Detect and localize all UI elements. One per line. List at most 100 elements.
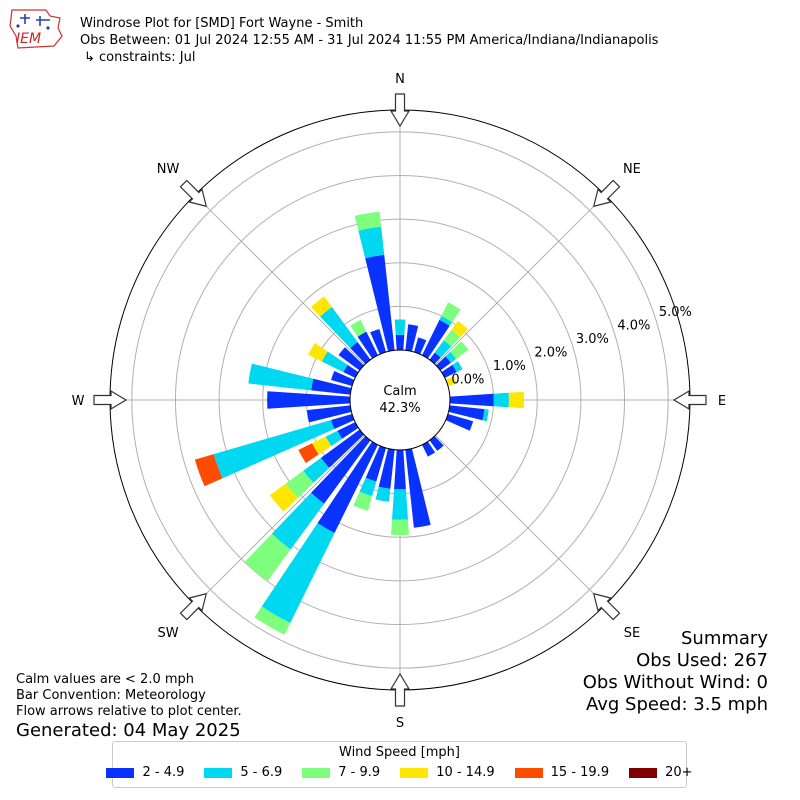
windrose-bar-dir-210-bin-0 bbox=[317, 441, 378, 533]
windrose-bar-dir-250-bin-1 bbox=[213, 420, 335, 479]
legend-swatch bbox=[400, 767, 429, 778]
logo-text: IEM bbox=[16, 31, 41, 47]
windrose-bar-dir-230-bin-3 bbox=[269, 483, 298, 512]
windrose-bar-dir-260-bin-0 bbox=[306, 405, 352, 423]
flow-arrow-nw bbox=[179, 179, 208, 208]
windrose-bar-dir-50-bin-2 bbox=[450, 341, 469, 359]
flow-arrows bbox=[93, 93, 707, 707]
legend-swatch bbox=[204, 767, 233, 778]
windrose-bar-dir-140-bin-0 bbox=[429, 436, 444, 451]
direction-label-e: E bbox=[718, 394, 726, 409]
windrose-bars bbox=[194, 211, 525, 635]
direction-label-se: SE bbox=[624, 626, 640, 641]
legend-label: 5 - 6.9 bbox=[240, 765, 283, 780]
grid-spoke bbox=[435, 194, 606, 365]
plot-header: Windrose Plot for [SMD] Fort Wayne - Smi… bbox=[80, 15, 658, 66]
windrose-bar-dir-230-bin-0 bbox=[320, 429, 364, 468]
legend-swatch bbox=[629, 767, 658, 778]
windrose-bar-dir-30-bin-1 bbox=[439, 315, 453, 326]
windrose-bar-dir-100-bin-1 bbox=[482, 409, 489, 422]
windrose-bar-dir-0-bin-0 bbox=[395, 334, 405, 351]
windrose-bar-dir-320-bin-3 bbox=[311, 296, 332, 317]
windrose-bar-dir-250-bin-4 bbox=[194, 454, 223, 487]
grid-spoke bbox=[194, 435, 365, 606]
windrose-bar-dir-240-bin-4 bbox=[298, 443, 319, 464]
windrose-bar-dir-210-bin-2 bbox=[254, 606, 291, 635]
calm-label: Calm bbox=[383, 384, 416, 399]
flow-arrow-n bbox=[389, 93, 411, 128]
legend-label: 7 - 9.9 bbox=[338, 765, 381, 780]
windrose-bar-dir-200-bin-0 bbox=[365, 445, 387, 482]
windrose-bar-dir-280-bin-1 bbox=[248, 363, 314, 391]
legend-item: 20+ bbox=[629, 765, 693, 780]
windrose-bar-dir-70-bin-3 bbox=[445, 376, 457, 387]
bar-convention-note: Bar Convention: Meteorology bbox=[16, 688, 206, 703]
speed-legend: Wind Speed [mph] 2 - 4.9 5 - 6.9 7 - 9.9 10… bbox=[106, 741, 693, 788]
legend-swatch bbox=[106, 767, 135, 778]
summary-panel: Summary Obs Used: 267 Obs Without Wind: … bbox=[583, 628, 768, 716]
radial-tick-label: 0.0% bbox=[451, 372, 484, 387]
radial-tick-label: 5.0% bbox=[659, 305, 692, 320]
windrose-bar-dir-200-bin-1 bbox=[359, 477, 377, 497]
windrose-bar-dir-240-bin-3 bbox=[312, 436, 332, 455]
windrose-bar-dir-150-bin-0 bbox=[422, 441, 436, 457]
summary-heading: Summary bbox=[681, 628, 768, 649]
windrose-bar-dir-40-bin-3 bbox=[451, 320, 468, 338]
windrose-bar-dir-190-bin-0 bbox=[378, 448, 395, 489]
windrose-bar-dir-50-bin-0 bbox=[436, 356, 451, 371]
windrose-bar-dir-100-bin-0 bbox=[448, 405, 485, 421]
windrose-bar-dir-30-bin-2 bbox=[441, 302, 461, 323]
radial-tick-label: 2.0% bbox=[534, 345, 567, 360]
plot-title: Windrose Plot for [SMD] Fort Wayne - Smi… bbox=[80, 16, 364, 31]
direction-label-s: S bbox=[396, 716, 404, 731]
windrose-bar-dir-320-bin-0 bbox=[350, 342, 371, 364]
legend-item: 7 - 9.9 bbox=[302, 765, 380, 780]
windrose-bar-dir-20-bin-0 bbox=[413, 337, 427, 355]
windrose-bar-dir-240-bin-0 bbox=[337, 422, 359, 439]
legend-label: 2 - 4.9 bbox=[142, 765, 185, 780]
grid-spoke bbox=[194, 194, 365, 365]
windrose-bar-dir-230-bin-1 bbox=[303, 457, 330, 483]
flow-arrow-se bbox=[592, 592, 621, 621]
windrose-bar-dir-250-bin-0 bbox=[331, 413, 355, 429]
windrose-bar-dir-290-bin-0 bbox=[331, 371, 355, 387]
legend-item: 2 - 4.9 bbox=[106, 765, 184, 780]
direction-label-n: N bbox=[395, 72, 405, 87]
generated-date: Generated: 04 May 2025 bbox=[16, 720, 241, 741]
windrose-bar-dir-300-bin-0 bbox=[343, 364, 359, 378]
legend-item: 5 - 6.9 bbox=[204, 765, 282, 780]
legend-item: 10 - 14.9 bbox=[400, 765, 495, 780]
windrose-bar-dir-180-bin-1 bbox=[392, 489, 408, 520]
windrose-bar-dir-330-bin-0 bbox=[357, 331, 378, 359]
windrose-bar-dir-300-bin-3 bbox=[308, 343, 328, 362]
windrose-bar-dir-330-bin-2 bbox=[350, 319, 367, 337]
legend-label: 20+ bbox=[665, 765, 693, 780]
constraints-line: ↳ constraints: Jul bbox=[84, 50, 196, 65]
legend-items: 2 - 4.9 5 - 6.9 7 - 9.9 10 - 14.9 15 - 19.9 2… bbox=[106, 765, 693, 780]
obs-between: Obs Between: 01 Jul 2024 12:55 AM - 31 J… bbox=[80, 33, 659, 48]
windrose-bar-dir-310-bin-0 bbox=[338, 347, 364, 371]
flow-arrow-ne bbox=[592, 179, 621, 208]
windrose-bar-dir-320-bin-1 bbox=[320, 306, 358, 349]
windrose-bar-dir-340-bin-0 bbox=[370, 328, 387, 355]
radial-tick-label: 1.0% bbox=[493, 359, 526, 374]
direction-label-nw: NW bbox=[157, 162, 180, 177]
direction-labels: N NE E SE S SW W NW bbox=[72, 72, 727, 731]
radial-tick-label: 4.0% bbox=[617, 318, 650, 333]
windrose-bar-dir-60-bin-0 bbox=[441, 364, 457, 378]
windrose-bar-dir-40-bin-2 bbox=[443, 329, 461, 347]
windrose-bar-dir-30-bin-0 bbox=[422, 319, 450, 359]
summary-avg-speed: Avg Speed: 3.5 mph bbox=[586, 694, 768, 715]
windrose-bar-dir-280-bin-0 bbox=[311, 378, 352, 395]
windrose-bar-dir-90-bin-3 bbox=[508, 391, 525, 409]
calm-circle bbox=[349, 349, 451, 451]
flow-arrow-sw bbox=[179, 592, 208, 621]
flow-arrows-note: Flow arrows relative to plot center. bbox=[16, 704, 242, 719]
calm-center: Calm 42.3% bbox=[349, 349, 451, 451]
windrose-bar-dir-350-bin-1 bbox=[358, 226, 385, 259]
legend-label: 15 - 19.9 bbox=[550, 765, 610, 780]
summary-obs-without-wind: Obs Without Wind: 0 bbox=[582, 672, 768, 693]
windrose-bar-dir-60-bin-1 bbox=[452, 361, 463, 373]
windrose-bar-dir-350-bin-0 bbox=[365, 254, 395, 352]
radial-tick-labels: 0.0% 1.0% 2.0% 3.0% 4.0% 5.0% bbox=[451, 305, 692, 387]
